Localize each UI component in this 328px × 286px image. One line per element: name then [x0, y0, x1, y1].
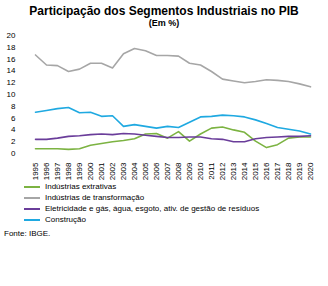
svg-text:2020: 2020	[306, 162, 315, 180]
svg-text:8: 8	[11, 102, 16, 111]
svg-text:1998: 1998	[64, 162, 73, 180]
svg-text:2008: 2008	[174, 162, 183, 180]
html-text:Indústrias de transformação: Indústrias de transformação	[45, 193, 145, 202]
svg-text:2004: 2004	[130, 162, 139, 180]
svg-text:20: 20	[7, 31, 16, 40]
html-text:(Em %): (Em %)	[148, 18, 180, 28]
svg-text:2011: 2011	[207, 162, 216, 180]
svg-text:12: 12	[7, 78, 16, 87]
svg-text:2019: 2019	[295, 162, 304, 180]
html-text:Eletricidade e gás, água, esgo: Eletricidade e gás, água, esgoto, ativ. …	[45, 204, 260, 213]
svg-text:2: 2	[11, 137, 16, 146]
svg-text:0: 0	[11, 149, 16, 158]
svg-text:2017: 2017	[273, 162, 282, 180]
html-text:Fonte: IBGE.: Fonte: IBGE.	[4, 229, 51, 238]
svg-text:2018: 2018	[284, 162, 293, 180]
svg-text:1996: 1996	[42, 162, 51, 180]
svg-text:10: 10	[7, 90, 16, 99]
svg-text:16: 16	[7, 55, 16, 64]
svg-text:2010: 2010	[196, 162, 205, 180]
svg-text:2001: 2001	[97, 162, 106, 180]
svg-text:2013: 2013	[229, 162, 238, 180]
svg-text:2005: 2005	[141, 162, 150, 180]
svg-text:14: 14	[7, 66, 16, 75]
svg-text:2000: 2000	[86, 162, 95, 180]
html-text:Construção: Construção	[45, 215, 86, 224]
svg-text:2007: 2007	[163, 162, 172, 180]
svg-text:2009: 2009	[185, 162, 194, 180]
svg-text:2015: 2015	[251, 162, 260, 180]
svg-text:2002: 2002	[108, 162, 117, 180]
svg-text:1995: 1995	[31, 162, 40, 180]
svg-text:2014: 2014	[240, 162, 249, 180]
html-text:Indústrias extrativas: Indústrias extrativas	[45, 182, 117, 191]
svg-text:2016: 2016	[262, 162, 271, 180]
svg-text:4: 4	[11, 125, 16, 134]
svg-text:6: 6	[11, 114, 16, 123]
html-text:Participação dos Segmentos Ind: Participação dos Segmentos Industriais n…	[29, 4, 299, 18]
svg-text:2012: 2012	[218, 162, 227, 180]
svg-text:1999: 1999	[75, 162, 84, 180]
svg-text:2006: 2006	[152, 162, 161, 180]
svg-text:1997: 1997	[53, 162, 62, 180]
svg-text:18: 18	[7, 43, 16, 52]
svg-text:2003: 2003	[119, 162, 128, 180]
